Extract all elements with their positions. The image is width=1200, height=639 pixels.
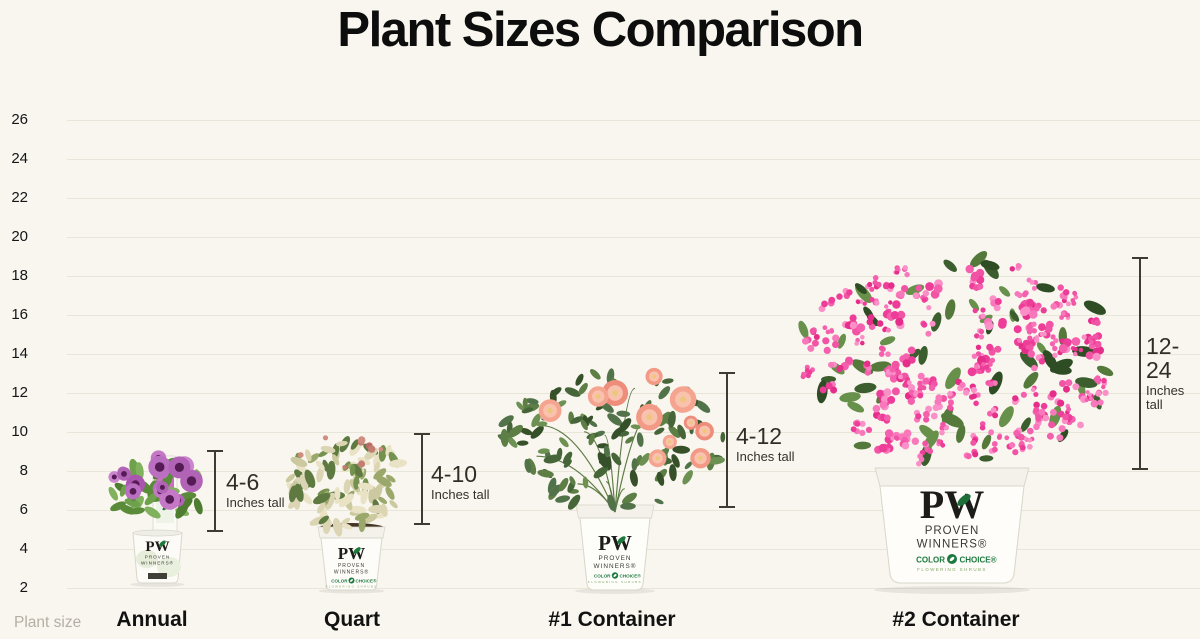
svg-text:PW: PW — [598, 531, 632, 555]
annual-plant-graphic: PW PW PROVEN WINNERS® — [108, 450, 203, 587]
svg-text:FLOWERING SHRUBS: FLOWERING SHRUBS — [917, 567, 987, 572]
category-label-2-container: #2 Container — [892, 608, 1020, 631]
plant-illustration-quart: PW PROVEN WINNERS® COLOR CHOICE® FLOWERI… — [283, 426, 408, 599]
svg-text:COLOR: COLOR — [331, 578, 348, 583]
range-unit: Inches tall — [226, 495, 285, 511]
svg-text:PROVEN: PROVEN — [145, 555, 170, 560]
gridline — [67, 120, 1200, 121]
svg-text:PROVEN: PROVEN — [338, 563, 365, 569]
range-value: 12-24 — [1146, 333, 1180, 384]
plant-illustration-2-container: PW PROVEN WINNERS® COLOR CHOICE® FLOWERI… — [793, 246, 1140, 600]
svg-text:PW: PW — [338, 544, 365, 563]
svg-text:WINNERS®: WINNERS® — [334, 569, 369, 576]
y-tick-label: 14 — [11, 345, 28, 363]
svg-text:PW: PW — [920, 482, 984, 527]
category-label-quart: Quart — [323, 608, 381, 631]
svg-text:CHOICE®: CHOICE® — [620, 573, 642, 579]
svg-text:PW: PW — [145, 539, 169, 555]
category-label-annual: Annual — [116, 608, 188, 631]
svg-text:PROVEN: PROVEN — [925, 525, 980, 537]
y-tick-label: 18 — [11, 267, 28, 285]
gridline — [67, 432, 1200, 433]
gridline — [67, 159, 1200, 160]
x-axis-label: Plant size — [14, 614, 82, 631]
range-unit: Inches tall — [736, 449, 795, 465]
range-value: 4-6 — [226, 469, 260, 495]
range-unit: Inches tall — [1146, 383, 1185, 412]
range-label-1-container: 4-12 Inches tall — [736, 424, 795, 464]
weigela-flowers — [798, 251, 1114, 467]
measure-line-2-container — [1132, 257, 1148, 470]
svg-text:CHOICE®: CHOICE® — [960, 555, 997, 564]
pot: PW PROVEN WINNERS® — [132, 529, 183, 584]
svg-text:CHOICE®: CHOICE® — [356, 577, 378, 583]
gridline — [67, 198, 1200, 199]
gridline — [67, 276, 1200, 277]
y-tick-label: 10 — [11, 423, 28, 441]
y-tick-label: 4 — [19, 540, 28, 558]
y-tick-label: 8 — [19, 462, 28, 480]
range-value: 4-10 — [431, 461, 478, 487]
container1-plant-graphic: PW PROVEN WINNERS® COLOR CHOICE® FLOWERI… — [497, 367, 726, 594]
svg-text:COLOR: COLOR — [594, 574, 611, 579]
plant-illustration-1-container: PW PROVEN WINNERS® COLOR CHOICE® FLOWERI… — [496, 360, 736, 599]
gridline — [67, 393, 1200, 394]
gridline — [67, 237, 1200, 238]
pot: PW PROVEN WINNERS® COLOR CHOICE® FLOWERI… — [575, 504, 655, 591]
svg-text:WINNERS®: WINNERS® — [141, 560, 174, 566]
range-unit: Inches tall — [431, 487, 490, 503]
svg-text:COLOR: COLOR — [916, 555, 945, 564]
y-tick-label: 26 — [11, 111, 28, 129]
measure-line-1-container — [719, 372, 735, 508]
petunia-flowers — [108, 450, 203, 519]
svg-text:FLOWERING SHRUBS: FLOWERING SHRUBS — [588, 580, 642, 584]
range-label-quart: 4-10 Inches tall — [431, 462, 490, 502]
range-label-2-container: 12-24 Inches tall — [1146, 334, 1200, 412]
y-tick-label: 6 — [19, 501, 28, 519]
svg-text:WINNERS®: WINNERS® — [917, 539, 988, 551]
range-label-annual: 4-6 Inches tall — [226, 470, 285, 510]
svg-text:PROVEN: PROVEN — [599, 555, 632, 562]
measure-line-annual — [207, 450, 223, 532]
y-tick-label: 16 — [11, 306, 28, 324]
range-value: 4-12 — [736, 423, 783, 449]
variegated-foliage — [285, 435, 408, 537]
quart-plant-graphic: PW PROVEN WINNERS® COLOR CHOICE® FLOWERI… — [285, 435, 408, 594]
y-tick-label: 22 — [11, 189, 28, 207]
y-tick-label: 24 — [11, 150, 28, 168]
svg-text:FLOWERING SHRUBS: FLOWERING SHRUBS — [326, 585, 378, 589]
page-title: Plant Sizes Comparison — [337, 3, 864, 57]
svg-text:WINNERS®: WINNERS® — [594, 562, 637, 570]
gridline — [67, 354, 1200, 355]
measure-line-quart — [414, 433, 430, 525]
y-tick-label: 20 — [11, 228, 28, 246]
y-tick-label: 12 — [11, 384, 28, 402]
y-tick-label: 2 — [19, 579, 28, 597]
rose-flowers — [497, 367, 726, 513]
container2-plant-graphic: PW PROVEN WINNERS® COLOR CHOICE® FLOWERI… — [798, 251, 1114, 594]
plant-illustration-annual: PW PW PROVEN WINNERS® — [85, 446, 220, 593]
gridline — [67, 315, 1200, 316]
category-label-1-container: #1 Container — [548, 608, 676, 631]
pot: PW PROVEN WINNERS® COLOR CHOICE® FLOWERI… — [874, 467, 1030, 584]
